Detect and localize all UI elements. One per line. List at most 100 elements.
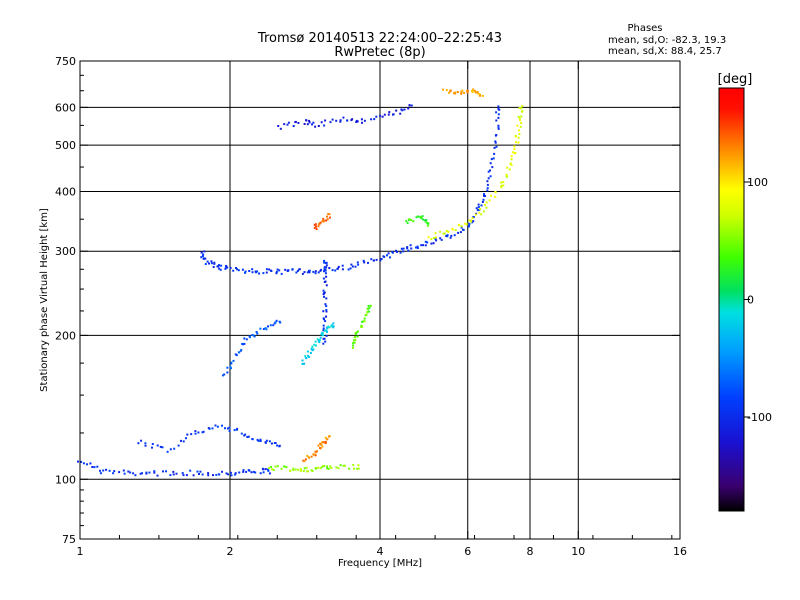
grid (80, 61, 680, 539)
data-point (201, 431, 204, 434)
data-point (197, 431, 200, 434)
data-point (122, 469, 125, 472)
data-point (259, 327, 262, 330)
data-point (361, 121, 363, 124)
data-point (289, 469, 292, 472)
data-point (210, 262, 213, 265)
data-point (230, 362, 233, 365)
data-point (96, 465, 99, 468)
data-point (324, 303, 327, 306)
data-point (516, 124, 519, 127)
data-point (322, 334, 324, 337)
data-point (326, 467, 329, 470)
data-point (325, 275, 328, 278)
data-point (252, 334, 255, 337)
data-point (226, 266, 229, 269)
data-point (153, 471, 156, 474)
data-point (405, 220, 408, 223)
data-point (500, 186, 503, 189)
y-tick-label: 75 (62, 533, 76, 546)
data-point (181, 472, 184, 475)
data-point (466, 91, 469, 94)
data-point (145, 472, 148, 475)
data-point (513, 148, 516, 151)
data-point (82, 462, 85, 465)
data-point (487, 170, 490, 173)
data-point (323, 329, 326, 332)
data-point (420, 244, 423, 247)
data-point (218, 267, 221, 270)
data-point (505, 175, 508, 178)
data-point (287, 121, 290, 124)
data-point (330, 466, 333, 469)
data-point (204, 257, 207, 260)
data-point (265, 328, 268, 331)
data-point (445, 230, 448, 232)
x-tick-label: 6 (464, 545, 471, 558)
data-point (328, 213, 331, 216)
data-point (439, 237, 442, 240)
data-point (212, 474, 214, 477)
data-point (362, 259, 365, 262)
data-point (321, 332, 324, 335)
data-point (332, 325, 335, 328)
data-point (234, 473, 237, 476)
data-point (425, 219, 428, 221)
data-point (134, 474, 137, 477)
data-point (495, 134, 498, 136)
data-point (180, 439, 182, 442)
data-point (186, 433, 189, 436)
data-point (351, 346, 354, 349)
data-point (481, 94, 484, 97)
data-point (208, 262, 210, 265)
data-point (325, 284, 328, 287)
data-point (500, 181, 503, 184)
data-point (306, 271, 309, 274)
data-point (484, 204, 486, 206)
data-point (235, 267, 237, 269)
data-point (268, 472, 271, 475)
data-point (325, 329, 328, 332)
data-point (325, 264, 328, 267)
data-point (313, 223, 316, 226)
data-point (383, 113, 386, 116)
data-point (140, 439, 143, 442)
data-point (304, 458, 307, 461)
data-point (449, 89, 452, 92)
data-point (314, 223, 317, 226)
data-point (229, 267, 232, 269)
data-point (312, 453, 315, 456)
data-point (353, 341, 356, 344)
data-point (519, 107, 522, 110)
data-point (318, 223, 321, 226)
data-point (356, 120, 359, 123)
data-point (316, 450, 318, 453)
data-point (477, 206, 480, 208)
data-point (320, 333, 323, 336)
data-point (233, 429, 236, 432)
data-point (341, 268, 344, 271)
data-point (267, 325, 269, 328)
data-point (236, 268, 239, 271)
data-point (240, 348, 243, 351)
phase-mean-o: mean, sd,O: -82.3, 19.3 (608, 35, 726, 46)
data-point (265, 439, 268, 442)
data-point (347, 268, 350, 271)
data-point (283, 123, 286, 126)
data-point (410, 104, 413, 107)
data-point (175, 472, 178, 475)
x-tick-label: 8 (527, 545, 534, 558)
data-point (420, 217, 423, 220)
data-point (389, 256, 391, 259)
data-point (497, 105, 500, 108)
data-point (517, 115, 520, 118)
data-point (494, 191, 497, 194)
data-point (326, 218, 329, 221)
data-point (299, 468, 302, 471)
data-point (314, 340, 317, 343)
x-tick-label: 4 (377, 545, 384, 558)
data-point (357, 263, 360, 266)
data-point (448, 91, 450, 94)
data-point (505, 173, 508, 176)
data-point (402, 247, 405, 250)
